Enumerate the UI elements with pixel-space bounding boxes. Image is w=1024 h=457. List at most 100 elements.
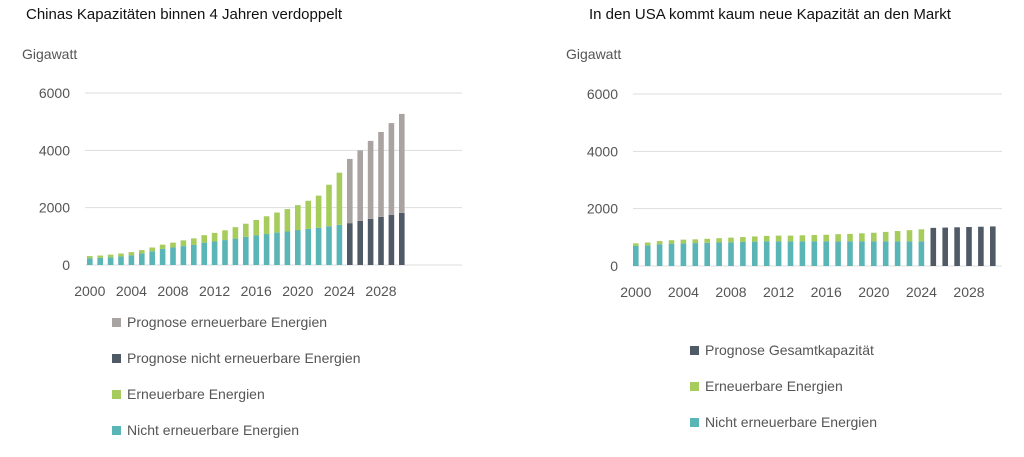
bar-nonrenewable-2004: [128, 255, 135, 265]
bar-renewable-2003: [668, 240, 675, 244]
bar-renewable-2019: [284, 209, 291, 232]
bar-renewable-2009: [180, 240, 187, 247]
bar-renewable-2020: [295, 205, 301, 231]
bar-nonrenewable-2000: [633, 245, 639, 266]
legend-item: Nicht erneuerbare Energien: [690, 413, 877, 431]
bar-forecast_total-2027: [954, 227, 960, 266]
bar-nonrenewable-2002: [107, 257, 114, 265]
bar-nonrenewable-2016: [823, 241, 829, 266]
bar-nonrenewable-2015: [243, 236, 249, 265]
legend-swatch: [690, 381, 699, 391]
legend-china: Prognose erneuerbare Energien Prognose ni…: [112, 313, 361, 457]
bar-renewable-2009: [740, 237, 746, 242]
y-tick-label: 6000: [39, 85, 70, 101]
bar-nonrenewable-2023: [326, 226, 332, 265]
bar-nonrenewable-2021: [882, 241, 889, 266]
x-tick-label: 2004: [116, 283, 147, 299]
bar-nonrenewable-2020: [871, 241, 877, 266]
x-tick-label: 2008: [715, 284, 746, 300]
bar-forecast_renewable-2028: [378, 131, 384, 217]
bar-renewable-2022: [894, 231, 901, 242]
bar-renewable-2014: [799, 235, 806, 242]
bar-renewable-2006: [149, 247, 155, 252]
x-tick-label: 2012: [199, 283, 230, 299]
bar-renewable-2023: [326, 184, 332, 227]
bar-renewable-2003: [118, 253, 124, 257]
bar-renewable-2004: [680, 239, 687, 244]
bar-nonrenewable-2016: [253, 235, 259, 265]
x-tick-label: 2020: [858, 284, 889, 300]
bar-renewable-2001: [97, 255, 103, 258]
bar-nonrenewable-2008: [170, 247, 176, 265]
bar-renewable-2016: [823, 234, 829, 242]
legend-swatch: [112, 317, 121, 327]
bar-renewable-2014: [232, 227, 239, 239]
bar-nonrenewable-2002: [656, 244, 663, 266]
bar-nonrenewable-2015: [811, 241, 818, 266]
bar-renewable-2002: [107, 254, 114, 258]
bar-renewable-2019: [859, 233, 865, 242]
bar-renewable-2000: [87, 256, 93, 259]
x-tick-label: 2016: [811, 284, 842, 300]
bar-nonrenewable-2012: [775, 241, 782, 266]
bar-renewable-2010: [752, 236, 758, 242]
y-axis-label-usa: Gigawatt: [566, 46, 622, 62]
bar-renewable-2004: [128, 252, 135, 256]
bar-nonrenewable-2006: [704, 242, 710, 266]
bar-renewable-2018: [847, 233, 853, 242]
bar-nonrenewable-2010: [191, 244, 197, 265]
y-tick-label: 0: [62, 257, 70, 273]
bar-renewable-2018: [274, 212, 280, 233]
bar-renewable-2024: [336, 172, 343, 225]
bar-renewable-2015: [811, 235, 818, 242]
legend-usa: Prognose Gesamtkapazität Erneuerbare Ener…: [690, 341, 877, 449]
y-tick-label: 0: [610, 258, 618, 274]
y-tick-label: 4000: [587, 143, 618, 159]
bar-nonrenewable-2008: [728, 242, 734, 266]
legend-item: Prognose erneuerbare Energien: [112, 313, 361, 331]
bar-nonrenewable-2018: [847, 241, 853, 266]
x-tick-label: 2008: [157, 283, 188, 299]
bar-nonrenewable-2022: [894, 241, 901, 266]
legend-item: Prognose nicht erneuerbare Energien: [112, 349, 361, 367]
bar-forecast_nonrenewable-2027: [367, 218, 374, 265]
bar-nonrenewable-2013: [787, 241, 794, 266]
x-tick-label: 2000: [74, 283, 105, 299]
legend-item: Erneuerbare Energien: [690, 377, 877, 395]
bar-renewable-2002: [656, 241, 663, 245]
bar-forecast_nonrenewable-2030: [399, 212, 405, 265]
bar-nonrenewable-2020: [295, 230, 301, 265]
bar-renewable-2024: [918, 229, 925, 242]
x-tick-label: 2012: [763, 284, 794, 300]
bar-forecast_renewable-2030: [399, 113, 405, 213]
bar-renewable-2013: [222, 230, 228, 241]
bar-forecast_total-2028: [966, 227, 972, 266]
bar-nonrenewable-2001: [97, 257, 103, 265]
x-tick-label: 2004: [668, 284, 699, 300]
bar-forecast_nonrenewable-2028: [378, 216, 384, 265]
bar-nonrenewable-2005: [139, 253, 145, 265]
legend-label: Prognose erneuerbare Energien: [127, 314, 328, 330]
bar-nonrenewable-2017: [263, 234, 270, 265]
legend-swatch: [690, 345, 699, 355]
bar-nonrenewable-2023: [906, 241, 913, 266]
legend-swatch: [112, 389, 121, 399]
bar-nonrenewable-2014: [799, 241, 806, 266]
legend-label: Erneuerbare Energien: [127, 386, 265, 402]
bar-forecast_renewable-2029: [388, 123, 395, 215]
x-tick-label: 2024: [906, 284, 937, 300]
x-tick-label: 2000: [620, 284, 651, 300]
bar-forecast_renewable-2027: [367, 140, 374, 219]
bar-renewable-2012: [211, 232, 218, 242]
bar-nonrenewable-2021: [305, 228, 311, 265]
bar-nonrenewable-2014: [232, 238, 239, 265]
bar-renewable-2023: [906, 230, 913, 242]
bar-nonrenewable-2009: [740, 241, 746, 266]
bar-renewable-2010: [191, 238, 197, 245]
bar-nonrenewable-2007: [159, 248, 166, 265]
bar-nonrenewable-2012: [211, 241, 218, 265]
bar-forecast_renewable-2026: [357, 150, 363, 221]
y-tick-label: 4000: [39, 142, 70, 158]
bar-nonrenewable-2006: [149, 251, 155, 265]
